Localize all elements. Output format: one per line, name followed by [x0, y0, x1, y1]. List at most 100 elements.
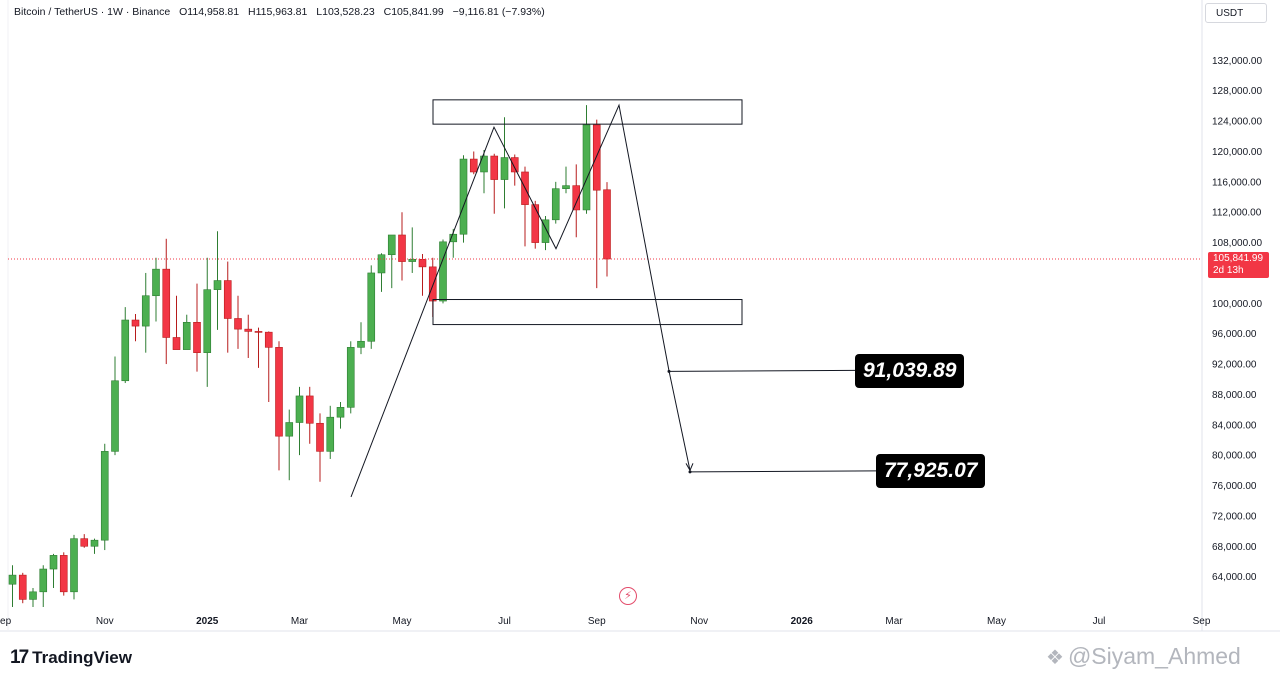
- candle: [223, 261, 232, 353]
- candle: [70, 534, 78, 600]
- candle-body: [357, 340, 365, 348]
- price-tick-label: 96,000.00: [1212, 329, 1257, 340]
- candle-body: [141, 295, 150, 327]
- candle-body: [121, 319, 130, 382]
- candle: [172, 295, 181, 350]
- candle: [551, 181, 560, 224]
- time-tick-label: Nov: [96, 616, 114, 627]
- price-tick-label: 88,000.00: [1212, 390, 1257, 401]
- target-label-2: 77,925.07: [876, 453, 986, 488]
- candle-body: [152, 268, 160, 297]
- candle-body: [428, 266, 437, 302]
- pattern-trend-lines[interactable]: [350, 103, 691, 498]
- candle: [285, 409, 294, 481]
- candle: [357, 322, 365, 355]
- candle-body: [490, 155, 499, 180]
- time-tick-label: Jul: [1093, 616, 1106, 627]
- candle: [490, 153, 499, 214]
- tradingview-wordmark: TradingView: [32, 648, 132, 667]
- target-label-1: 91,039.89: [855, 354, 965, 389]
- candle: [510, 154, 519, 186]
- time-tick-label: Mar: [291, 616, 309, 627]
- candle: [162, 238, 171, 365]
- change-value: −9,116.81 (−7.93%): [452, 6, 545, 18]
- candle: [408, 227, 417, 273]
- price-tick-label: 108,000.00: [1212, 238, 1262, 249]
- candle-body: [59, 555, 68, 593]
- time-tick-label: Jul: [498, 616, 511, 627]
- symbol-name[interactable]: Bitcoin / TetherUS · 1W · Binance: [14, 6, 171, 18]
- candle: [49, 553, 58, 589]
- time-axis: Sep Nov 2025 Mar May Jul Sep Nov 2026 Mar May Jul Se…: [0, 616, 1211, 627]
- candle-body: [100, 451, 109, 541]
- candle-body: [264, 331, 273, 348]
- candle: [193, 283, 201, 372]
- candle-body: [480, 155, 488, 173]
- low-value: L103,528.23: [316, 6, 375, 18]
- candle-body: [275, 347, 283, 437]
- high-value: H115,963.81: [248, 6, 308, 18]
- candle-body: [18, 574, 27, 600]
- price-tick-label: 116,000.00: [1212, 177, 1262, 188]
- candle-body: [234, 318, 242, 330]
- candle-body: [326, 416, 335, 452]
- candle: [29, 588, 37, 607]
- price-tick-label: 132,000.00: [1212, 56, 1262, 67]
- drawings: [8, 99, 1202, 498]
- candle-body: [193, 321, 201, 353]
- candle: [234, 295, 242, 349]
- grid: [0, 0, 1280, 632]
- time-tick-label: 2026: [791, 616, 814, 627]
- candle-body: [346, 347, 355, 408]
- candle-body: [182, 321, 191, 350]
- resistance-zone-box[interactable]: [432, 99, 743, 125]
- candle: [244, 314, 253, 358]
- candle: [213, 231, 222, 330]
- support-zone-box[interactable]: [432, 299, 743, 326]
- candle-body: [469, 158, 478, 173]
- candle: [59, 552, 68, 596]
- target-point-1: [667, 369, 671, 373]
- currency-unit-button[interactable]: USDT: [1205, 3, 1267, 23]
- price-tick-label: 68,000.00: [1212, 542, 1257, 553]
- price-tick-label: 100,000.00: [1212, 299, 1262, 310]
- candle-body: [49, 555, 58, 570]
- candle: [541, 216, 550, 251]
- candle: [131, 313, 140, 342]
- candle: [8, 565, 17, 607]
- candle-body: [162, 268, 171, 338]
- candle-body: [582, 124, 591, 211]
- candle-body: [541, 219, 550, 243]
- candle-body: [510, 157, 519, 173]
- candle-body: [377, 254, 386, 274]
- candle: [387, 234, 396, 289]
- candle: [39, 565, 48, 607]
- candle-body: [203, 289, 212, 353]
- candle-body: [111, 380, 119, 452]
- last-price-value: 105,841.99: [1213, 252, 1264, 264]
- candle-body: [398, 234, 406, 262]
- price-axis: 64,000.00 68,000.00 72,000.00 76,000.00 80,0…: [1212, 56, 1262, 583]
- candle: [336, 402, 345, 429]
- events-bolt-icon[interactable]: ⚡: [619, 587, 637, 605]
- target-line-1[interactable]: [668, 369, 856, 372]
- author-watermark: ❖ @Siyam_Ahmed: [1046, 643, 1241, 670]
- candle: [295, 386, 304, 456]
- candle-body: [439, 241, 447, 302]
- candle-body: [70, 538, 78, 593]
- candle: [203, 257, 212, 387]
- price-tick-label: 76,000.00: [1212, 481, 1257, 492]
- candle: [469, 151, 478, 175]
- time-tick-label: Nov: [690, 616, 708, 627]
- candle: [377, 253, 386, 292]
- target-line-2[interactable]: [689, 470, 877, 473]
- time-tick-label: 2025: [196, 616, 219, 627]
- candle: [480, 149, 488, 194]
- price-tick-label: 128,000.00: [1212, 86, 1262, 97]
- candle-body: [449, 233, 458, 243]
- tradingview-logo[interactable]: 17 TradingView: [10, 647, 132, 669]
- candle-body: [305, 395, 314, 424]
- candle-body: [213, 280, 222, 290]
